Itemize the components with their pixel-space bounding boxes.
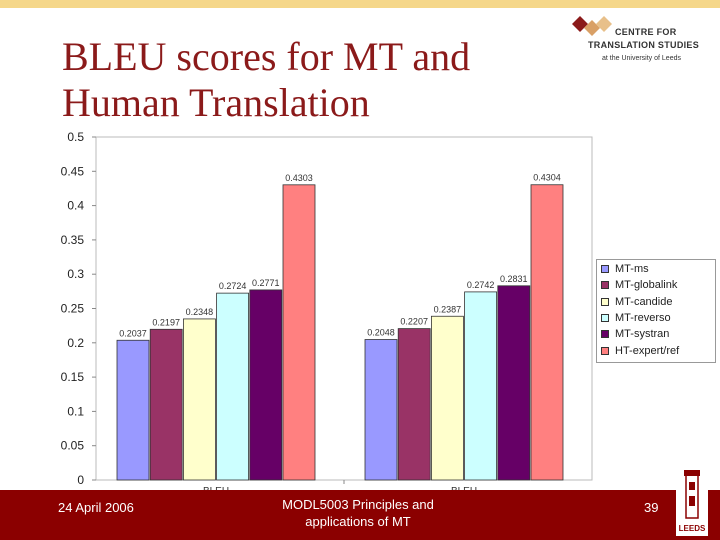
legend-label: HT-expert/ref: [615, 344, 680, 357]
y-tick-label: 0.25: [61, 302, 85, 316]
chart-legend: MT-ms MT-globalink MT-candide MT-reverso MT-…: [596, 259, 716, 363]
bar: [430, 315, 464, 481]
legend-label: MT-globalink: [615, 279, 678, 292]
legend-label: MT-reverso: [615, 311, 671, 324]
bar-data-label: 0.4303: [285, 173, 313, 183]
logo-line-1: CENTRE FOR: [615, 27, 677, 37]
legend-label: MT-systran: [615, 328, 670, 341]
bar-data-label: 0.2771: [252, 278, 280, 288]
legend-swatch: [601, 346, 609, 355]
bar: [530, 184, 564, 481]
y-tick-label: 0.5: [67, 130, 84, 144]
y-tick-label: 0.45: [61, 164, 85, 178]
bar: [116, 339, 150, 481]
footer-course-line-2: applications of MT: [305, 514, 411, 529]
legend-swatch: [601, 330, 609, 339]
bar-data-label: 0.2724: [219, 281, 247, 291]
bar-data-label: 0.4304: [533, 173, 561, 183]
x-category-label: BLEU: [203, 486, 229, 490]
top-accent-bar: [0, 0, 720, 8]
y-tick-label: 0.4: [67, 199, 84, 213]
y-tick-label: 0.15: [61, 370, 85, 384]
y-tick-label: 0.1: [67, 404, 84, 418]
bar: [282, 184, 316, 481]
footer-course: MODL5003 Principles and applications of …: [272, 496, 444, 530]
cts-logo-diamonds-icon: [572, 16, 612, 36]
crest-text: LEEDS: [678, 524, 706, 533]
legend-swatch: [601, 297, 609, 306]
bar: [182, 318, 216, 481]
bar: [249, 289, 283, 481]
y-tick-label: 0.35: [61, 233, 85, 247]
logo-line-2: TRANSLATION STUDIES: [588, 40, 700, 50]
bar-data-label: 0.2831: [500, 274, 528, 284]
y-tick-label: 0.05: [61, 439, 85, 453]
bar-data-label: 0.2048: [367, 328, 395, 338]
bar: [364, 339, 398, 481]
bar-data-label: 0.2197: [152, 317, 180, 327]
footer-date: 24 April 2006: [58, 500, 134, 515]
y-tick-label: 0.2: [67, 336, 84, 350]
bar: [464, 291, 498, 481]
bar: [216, 292, 250, 481]
legend-swatch: [601, 281, 609, 290]
bar-data-label: 0.2207: [400, 317, 428, 327]
legend-label: MT-candide: [615, 295, 673, 308]
bar-data-label: 0.2348: [186, 307, 214, 317]
page-number: 39: [644, 500, 659, 515]
bar-data-label: 0.2037: [119, 328, 147, 338]
legend-swatch: [601, 313, 609, 322]
bar-data-label: 0.2742: [467, 280, 495, 290]
legend-label: MT-ms: [615, 263, 649, 275]
slide-title: BLEU scores for MT and Human Translation: [62, 34, 582, 126]
y-tick-label: 0: [77, 473, 84, 487]
leeds-crest: LEEDS: [676, 466, 708, 536]
title-line-1: BLEU scores for MT and: [62, 34, 471, 79]
x-category-label: BLEU: [451, 486, 477, 490]
cts-logo: CENTRE FOR TRANSLATION STUDIES at the Un…: [566, 14, 716, 70]
leeds-tower-icon: [684, 470, 700, 519]
legend-swatch: [601, 265, 609, 273]
logo-line-3: at the University of Leeds: [602, 55, 681, 62]
slide-footer: 24 April 2006 MODL5003 Principles and ap…: [0, 490, 720, 540]
bleu-bar-chart: 0 0.05 0.1 0.15 0.2 0.25 0.3 0.35 0.4 0.45 0.5 0.20…: [61, 130, 593, 490]
y-tick-label: 0.3: [67, 267, 84, 281]
title-line-2: Human Translation: [62, 80, 370, 125]
footer-course-line-1: MODL5003 Principles and: [282, 497, 434, 512]
bar: [397, 328, 431, 481]
bar-data-label: 0.2387: [434, 304, 462, 314]
bar: [497, 285, 531, 481]
bar: [149, 328, 183, 481]
